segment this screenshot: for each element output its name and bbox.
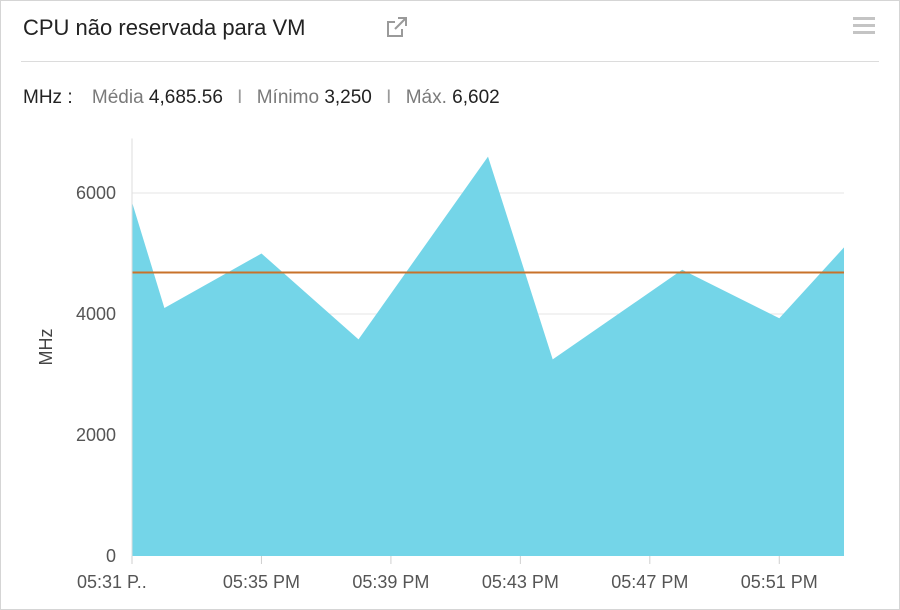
x-tick-label: 05:39 PM <box>352 572 429 592</box>
y-tick-label: 0 <box>106 546 116 566</box>
y-tick-label: 6000 <box>76 183 116 203</box>
y-axis-label: MHz <box>36 329 56 366</box>
widget-header: CPU não reservada para VM <box>1 1 899 61</box>
stats-separator: I <box>237 87 243 108</box>
x-tick-label: 05:51 PM <box>741 572 818 592</box>
hamburger-menu-icon[interactable] <box>852 15 876 37</box>
max-label: Máx. <box>405 87 447 108</box>
widget-title: CPU não reservada para VM <box>23 15 306 40</box>
series-area <box>132 156 844 556</box>
avg-label: Média <box>91 87 144 108</box>
min-label: Mínimo <box>256 87 320 108</box>
min-value: 3,250 <box>324 87 372 108</box>
x-tick-label: 05:31 P.. <box>77 572 147 592</box>
y-tick-label: 4000 <box>76 304 116 324</box>
header-divider <box>21 61 879 62</box>
x-axis-ticks: 05:31 P.. 05:35 PM 05:39 PM 05:43 PM 05:47 P… <box>77 556 818 592</box>
stats-summary: MHz : Média 4,685.56 I Mínimo 3,250 I Má… <box>23 87 500 109</box>
x-tick-label: 05:47 PM <box>611 572 688 592</box>
stats-unit: MHz : <box>23 87 73 108</box>
stats-separator: I <box>386 87 392 108</box>
x-tick-label: 05:35 PM <box>223 572 300 592</box>
y-tick-label: 2000 <box>76 425 116 445</box>
x-tick-label: 05:43 PM <box>482 572 559 592</box>
external-link-icon[interactable] <box>385 15 409 39</box>
max-value: 6,602 <box>452 87 500 108</box>
y-axis-ticks: 0 2000 4000 6000 <box>76 183 116 566</box>
avg-value: 4,685.56 <box>148 87 223 108</box>
